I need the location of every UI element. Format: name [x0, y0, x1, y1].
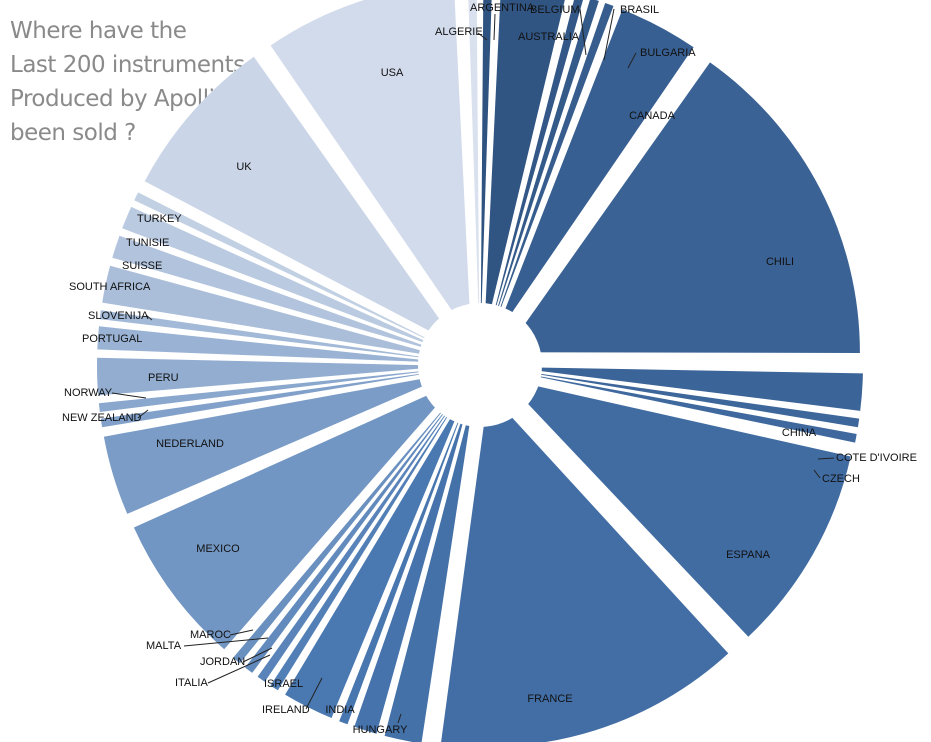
pie-slice-china [507, 367, 863, 411]
leader-line-italia [207, 654, 271, 684]
slice-label-australia: AUSTRALIA [518, 31, 580, 43]
slice-label-turkey: TURKEY [137, 213, 182, 225]
slice-label-peru: PERU [148, 372, 179, 384]
pie-slice-south-africa [102, 265, 453, 360]
pie-slice-czech [507, 370, 857, 443]
pie-slice-bulgaria [489, 3, 614, 339]
slice-label-maroc: MAROC [190, 629, 231, 641]
slice-label-italia: ITALIA [175, 677, 208, 689]
slice-label-norway: NORWAY [64, 387, 113, 399]
leader-line-malta [183, 637, 269, 647]
leader-line-algerie [477, 32, 488, 41]
leader-line-czech [813, 469, 821, 479]
pie-slice-chili [504, 62, 860, 354]
slice-label-india: INDIA [325, 704, 355, 716]
leader-line-belgium [579, 8, 587, 56]
slice-label-chili: CHILI [766, 256, 794, 268]
slice-label-south-africa: SOUTH AFRICA [69, 281, 151, 293]
pie-slice-maroc [233, 386, 463, 664]
slice-label-france: FRANCE [527, 693, 572, 705]
pie-slice-portugal [97, 326, 453, 363]
pie-slice-tunisie [122, 206, 455, 355]
leader-line-hungary [397, 713, 402, 724]
pie-slice-canada [493, 9, 694, 341]
slice-label-bulgaria: BULGARIA [640, 47, 696, 59]
leader-line-ireland [305, 677, 323, 710]
leader-line-bulgaria [627, 52, 637, 69]
pie-slice-israel [285, 390, 468, 718]
slice-label-mexico: MEXICO [196, 543, 240, 555]
leader-line-slovenija [145, 314, 153, 321]
slice-label-ireland: IRELAND [262, 704, 310, 716]
pie-slice-espana [504, 378, 851, 637]
pie-slice-jordan [257, 388, 464, 682]
slice-label-portugal: PORTUGAL [82, 333, 142, 345]
leader-line-cote-d-ivoire [817, 457, 835, 460]
title-line-2: Last 200 instruments [10, 52, 245, 78]
pie-slice-norway [98, 368, 453, 412]
pie-slice-australia [484, 0, 565, 338]
pie-slice-mexico [133, 381, 458, 650]
slice-label-hungary: HUNGARY [353, 724, 408, 736]
slice-label-suisse: SUISSE [122, 260, 162, 272]
pie-slice-hungary [384, 392, 475, 742]
pie-slice-uk [144, 56, 459, 347]
pie-slice-brasil [488, 0, 599, 339]
pie-slice-belgium [487, 0, 583, 338]
pie-slice-turkey [134, 192, 455, 353]
leader-line-brasil [603, 8, 615, 61]
pie-slice-usa [270, 0, 472, 339]
pie-slice-cote-d-ivoire [507, 369, 860, 428]
pie-slice-nederland [103, 373, 454, 514]
title-line-1: Where have the [10, 18, 187, 44]
slice-label-nederland: NEDERLAND [156, 438, 224, 450]
slice-label-czech: CZECH [822, 473, 860, 485]
leader-line-norway [111, 392, 147, 399]
slice-label-argentina: ARGENTINA [470, 2, 535, 14]
slice-label-slovenija: SLOVENIJA [88, 310, 149, 322]
slice-label-cote-d-ivoire: COTE D'IVOIRE [836, 452, 917, 464]
slice-label-belgium: BELGIUM [530, 4, 580, 16]
pie-slice-slovenija [99, 310, 453, 362]
slice-label-usa: USA [381, 67, 404, 79]
pie-slice-india [354, 391, 472, 734]
pie-slice-argentina [480, 0, 492, 337]
slice-label-jordan: JORDAN [200, 656, 245, 668]
slice-label-malta: MALTA [146, 640, 182, 652]
slice-label-israel: ISRAEL [264, 678, 303, 690]
slice-label-uk: UK [236, 161, 252, 173]
slice-label-brasil: BRASIL [620, 4, 659, 16]
pie-slice-new-zealand [100, 369, 453, 428]
pie-center-gap [418, 303, 542, 427]
pie-slice-suisse [112, 235, 454, 357]
leader-line-new-zealand [137, 409, 149, 419]
leader-line-maroc [229, 629, 254, 636]
title-line-4: been sold ? [10, 120, 136, 146]
leader-line-jordan [242, 647, 273, 663]
pie-slice-peru [96, 357, 452, 396]
slice-label-tunisie: TUNISIE [126, 237, 169, 249]
slice-label-new-zealand: NEW ZEALAND [62, 412, 142, 424]
slice-label-algerie: ALGERIE [435, 26, 483, 38]
slice-label-espana: ESPANA [726, 549, 770, 561]
pie-slice-italia [270, 388, 465, 691]
pie-slice-algerie [468, 0, 480, 337]
slice-label-china: CHINA [782, 427, 817, 439]
pie-slice-malta [245, 387, 464, 673]
slice-label-canada: CANADA [629, 110, 676, 122]
pie-slice-ireland [339, 391, 470, 725]
leader-line-argentina [493, 13, 496, 41]
pie-slice-france [441, 391, 729, 742]
